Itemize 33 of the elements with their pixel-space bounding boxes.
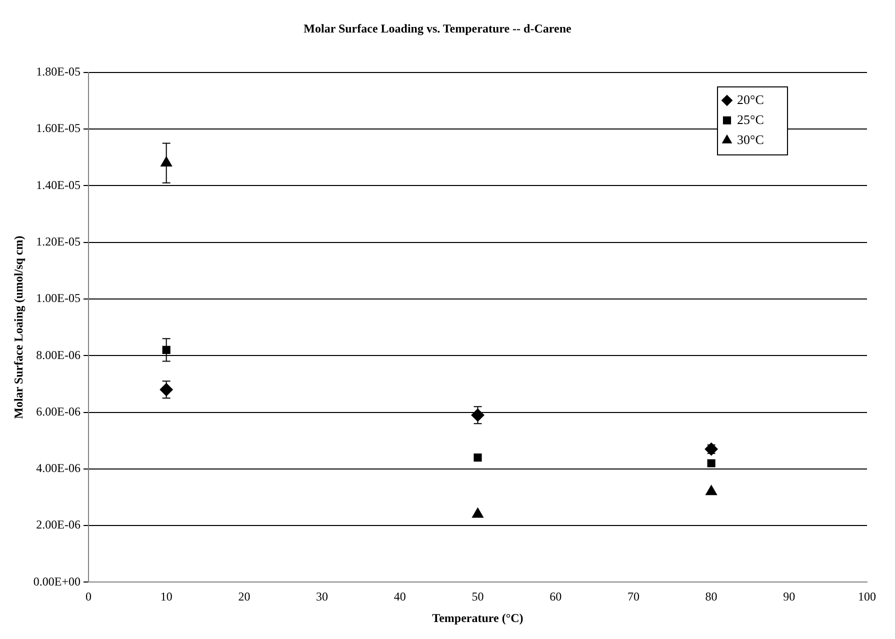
point [160, 156, 172, 167]
point [471, 408, 484, 422]
x-tick-label: 50 [472, 590, 484, 604]
legend-label: 30°C [737, 132, 764, 147]
y-axis-title: Molar Surface Loaing (umol/sq cm) [11, 236, 26, 419]
chart-title: Molar Surface Loading vs. Temperature -- d-Carene [304, 21, 572, 36]
y-tick-label: 1.00E-05 [36, 291, 80, 306]
x-tick-label: 80 [705, 590, 718, 604]
x-tick-label: 90 [783, 590, 796, 604]
y-tick-label: 8.00E-06 [36, 348, 80, 362]
x-axis-title: Temperature (°C) [432, 610, 524, 625]
y-tick-label: 4.00E-06 [36, 461, 80, 476]
y-tick-label: 1.60E-05 [36, 121, 80, 136]
point [707, 459, 716, 468]
y-tick-label: 1.40E-05 [36, 178, 80, 192]
x-tick-label: 70 [627, 590, 640, 604]
y-tick-label: 6.00E-06 [36, 404, 80, 418]
x-tick-label: 100 [858, 590, 876, 604]
x-tick-label: 60 [550, 590, 562, 604]
legend-label: 25°C [737, 112, 764, 127]
y-tick-label: 0.00E+00 [33, 574, 80, 588]
y-tick-label: 1.20E-05 [36, 234, 80, 248]
x-tick-label: 10 [160, 590, 172, 604]
y-tick-label: 1.80E-05 [36, 64, 80, 79]
point [474, 454, 482, 462]
legend-label: 20°C [737, 92, 764, 107]
x-tick-label: 20 [238, 590, 250, 604]
y-tick-label: 2.00E-06 [36, 518, 80, 532]
x-tick-label: 40 [394, 590, 406, 604]
x-tick-label: 30 [316, 590, 328, 604]
point [160, 383, 173, 396]
point [162, 346, 170, 354]
x-tick-label: 0 [86, 590, 92, 604]
